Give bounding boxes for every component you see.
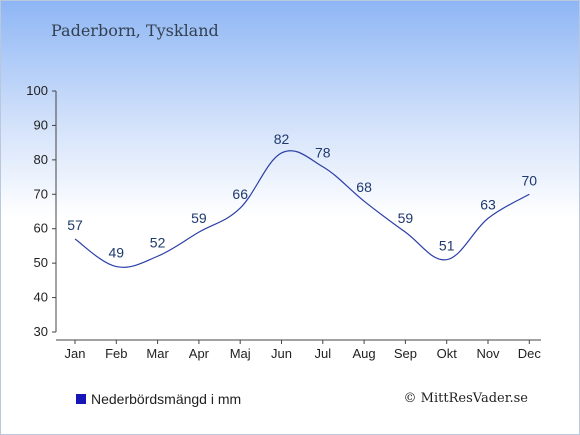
legend-swatch bbox=[76, 394, 86, 404]
data-label: 59 bbox=[398, 210, 414, 226]
x-tick-label: Mar bbox=[146, 346, 169, 361]
y-tick-label: 90 bbox=[34, 117, 48, 132]
x-tick-label: Nov bbox=[476, 346, 500, 361]
x-tick-label: Sep bbox=[394, 346, 417, 361]
data-label: 68 bbox=[356, 179, 372, 195]
y-tick-label: 50 bbox=[34, 255, 48, 270]
x-tick-label: Jan bbox=[65, 346, 86, 361]
y-tick-label: 30 bbox=[34, 324, 48, 339]
x-tick-label: Maj bbox=[230, 346, 251, 361]
data-label: 57 bbox=[67, 217, 83, 233]
data-label: 52 bbox=[150, 234, 166, 250]
legend-label: Nederbördsmängd i mm bbox=[91, 391, 242, 407]
data-label: 49 bbox=[109, 245, 125, 261]
series-line bbox=[74, 150, 530, 268]
data-label: 82 bbox=[274, 131, 290, 147]
data-label: 66 bbox=[232, 186, 248, 202]
x-tick-label: Apr bbox=[189, 346, 210, 361]
data-label: 59 bbox=[191, 210, 207, 226]
x-tick-label: Jun bbox=[271, 346, 292, 361]
x-tick-label: Dec bbox=[518, 346, 542, 361]
data-label: 63 bbox=[480, 196, 496, 212]
legend: Nederbördsmängd i mm bbox=[76, 391, 241, 407]
data-label: 78 bbox=[315, 145, 331, 161]
x-tick-label: Jul bbox=[314, 346, 331, 361]
data-label: 51 bbox=[439, 238, 455, 254]
y-tick-label: 100 bbox=[26, 83, 48, 98]
y-tick-label: 60 bbox=[34, 221, 48, 236]
data-label: 70 bbox=[522, 172, 538, 188]
copyright-text: © MittResVader.se bbox=[403, 391, 528, 406]
chart-title: Paderborn, Tyskland bbox=[51, 21, 219, 40]
x-tick-label: Aug bbox=[353, 346, 376, 361]
y-tick-label: 80 bbox=[34, 152, 48, 167]
x-tick-label: Okt bbox=[437, 346, 458, 361]
x-tick-label: Feb bbox=[105, 346, 127, 361]
y-tick-label: 70 bbox=[34, 186, 48, 201]
y-tick-label: 40 bbox=[34, 290, 48, 305]
